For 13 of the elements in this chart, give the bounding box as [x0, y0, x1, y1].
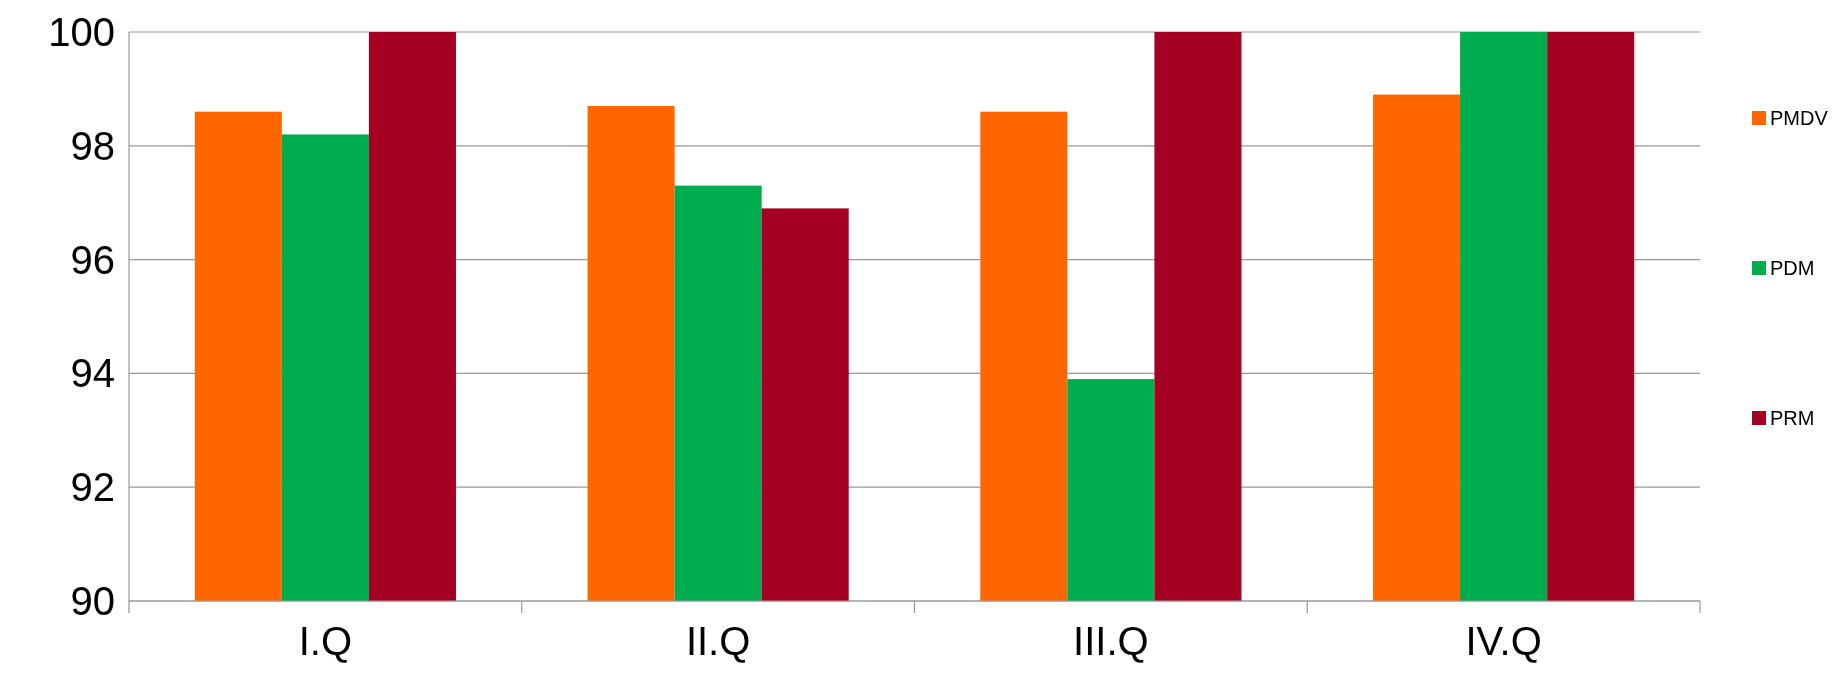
y-tick-label: 96 [70, 237, 115, 282]
x-tick-label: IV.Q [1465, 619, 1542, 663]
x-tick-label: II.Q [685, 619, 751, 663]
y-tick-label: 94 [70, 351, 115, 396]
y-tick-label: 92 [70, 465, 115, 510]
legend-label: PMDV [1770, 107, 1829, 129]
legend-label: PDM [1770, 257, 1815, 279]
x-tick-label: I.Q [298, 619, 353, 663]
y-tick-label: 100 [48, 10, 115, 54]
legend-label: PRM [1770, 407, 1815, 429]
y-tick-label: 98 [70, 123, 115, 168]
y-tick-label: 90 [70, 579, 115, 623]
x-tick-label: III.Q [1073, 619, 1149, 663]
